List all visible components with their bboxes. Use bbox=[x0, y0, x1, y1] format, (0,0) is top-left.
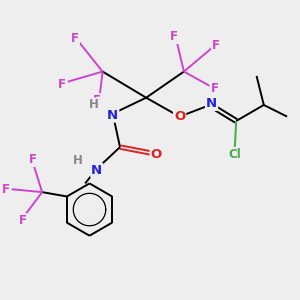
Text: F: F bbox=[170, 30, 178, 43]
Text: F: F bbox=[93, 94, 101, 107]
Text: F: F bbox=[19, 214, 27, 227]
Text: F: F bbox=[2, 183, 10, 196]
Text: F: F bbox=[210, 82, 218, 95]
Text: Cl: Cl bbox=[228, 148, 241, 161]
Text: F: F bbox=[212, 39, 220, 52]
Text: H: H bbox=[89, 98, 99, 112]
Text: N: N bbox=[91, 164, 102, 177]
Text: N: N bbox=[206, 97, 217, 110]
Text: F: F bbox=[58, 78, 66, 91]
Text: F: F bbox=[29, 153, 37, 166]
Text: F: F bbox=[71, 32, 79, 45]
Text: N: N bbox=[107, 109, 118, 122]
Text: O: O bbox=[151, 148, 162, 161]
Text: O: O bbox=[174, 110, 185, 123]
Text: H: H bbox=[73, 154, 83, 167]
